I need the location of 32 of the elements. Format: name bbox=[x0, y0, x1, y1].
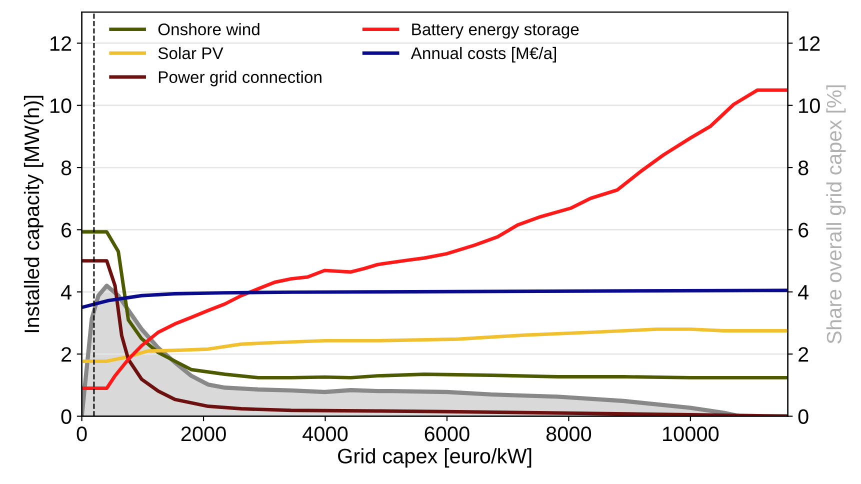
line-series bbox=[82, 288, 788, 310]
x-tick-label: 4000 bbox=[302, 426, 348, 442]
legend-label: Power grid connection bbox=[158, 70, 322, 86]
y2-tick-label: 12 bbox=[799, 36, 820, 51]
y-tick-label: 12 bbox=[50, 36, 72, 51]
y-tick-label: 2 bbox=[62, 347, 72, 362]
y2-tick-label: 4 bbox=[798, 285, 809, 300]
line-series bbox=[82, 88, 788, 390]
legend-label: Onshore wind bbox=[158, 23, 260, 36]
y-tick-label: 4 bbox=[60, 285, 72, 300]
x-tick-label: 8000 bbox=[546, 426, 592, 442]
x-axis-title: Grid capex [euro/kW] bbox=[338, 448, 532, 468]
line-series bbox=[82, 230, 788, 380]
x-tick-label: 2000 bbox=[181, 426, 226, 442]
x-tick-label: 6000 bbox=[424, 426, 470, 442]
y2-tick-label: 0 bbox=[798, 409, 808, 424]
legend-label: Annual costs [M€/a] bbox=[410, 46, 556, 62]
x-tick-label: 10000 bbox=[663, 426, 719, 442]
line-series bbox=[82, 327, 788, 363]
y2-tick-label: 8 bbox=[798, 160, 808, 176]
y2-tick-label: 6 bbox=[798, 222, 808, 238]
y-tick-label: 6 bbox=[62, 222, 72, 238]
y-axis-title: Installed capacity [MW(h)] bbox=[24, 96, 44, 332]
legend-label: Solar PV bbox=[158, 46, 224, 60]
legend-label: Battery energy storage bbox=[412, 24, 579, 39]
y2-tick-label: 2 bbox=[798, 347, 808, 362]
y2-tick-label: 10 bbox=[799, 98, 820, 114]
y-tick-label: 10 bbox=[50, 98, 72, 114]
y-tick-label: 0 bbox=[61, 409, 72, 424]
y2-axis-title: Share overall grid capex [%] bbox=[826, 85, 846, 344]
x-tick-label: 0 bbox=[76, 426, 87, 442]
y-tick-label: 8 bbox=[61, 160, 72, 176]
